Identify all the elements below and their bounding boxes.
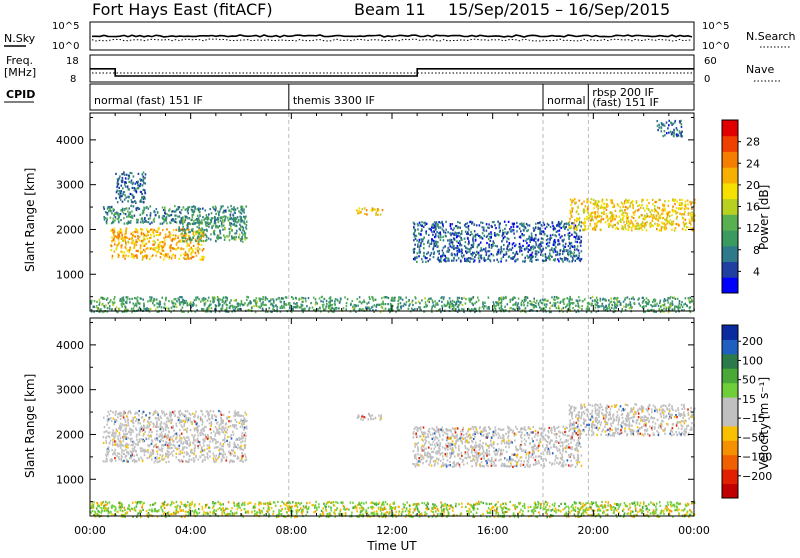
- date-range: 15/Sep/2015 – 16/Sep/2015: [448, 0, 670, 19]
- nsearch-series: [92, 39, 692, 41]
- x-tick-label: 12:00: [376, 524, 408, 537]
- x-axis-label: Time UT: [366, 539, 417, 553]
- velocity-data: [90, 318, 695, 518]
- colorbar-swatch: [722, 152, 738, 168]
- nsky-tick-bottom-left: 10^0: [52, 41, 79, 52]
- nsky-tick-top-right: 10^5: [702, 21, 729, 32]
- colorbar-swatch: [722, 277, 738, 293]
- colorbar-swatch: [722, 230, 738, 246]
- nsearch-label: N.Search: [746, 30, 796, 43]
- colorbar-swatch: [722, 412, 738, 427]
- station-title: Fort Hays East (fitACF): [92, 0, 273, 19]
- colorbar-swatch: [722, 440, 738, 455]
- colorbar-tick-label: −200: [742, 470, 772, 483]
- freq-panel: Freq. [MHz] 18 8 60 0 Nave: [4, 54, 782, 85]
- y-tick-label: 2000: [56, 223, 84, 236]
- nsky-panel: N.Sky 10^5 10^0 10^5 10^0 N.Search: [4, 21, 796, 52]
- colorbar-tick-label: 200: [742, 335, 763, 348]
- velocity-panel: 1000 2000 3000 4000 Slant Range [km] 200 100…: [23, 113, 772, 553]
- colorbar-tick-label: 50: [742, 374, 756, 387]
- x-tick-label: 04:00: [175, 524, 207, 537]
- x-tick-label: 16:00: [477, 524, 509, 537]
- colorbar-swatch: [722, 339, 738, 354]
- colorbar-swatch: [722, 383, 738, 398]
- nsky-tick-top-left: 10^5: [52, 21, 79, 32]
- colorbar-swatch: [722, 426, 738, 441]
- nave-label: Nave: [746, 63, 774, 76]
- nave-tick-top: 60: [704, 56, 717, 67]
- colorbar-swatch: [722, 484, 738, 499]
- y-tick-label: 1000: [56, 473, 84, 486]
- velocity-ylabel: Slant Range [km]: [23, 374, 37, 478]
- nsky-series: [92, 35, 692, 37]
- x-tick-label: 20:00: [577, 524, 609, 537]
- colorbar-swatch: [722, 183, 738, 199]
- data-region: [357, 413, 382, 421]
- colorbar-tick-label: 15: [742, 393, 756, 406]
- colorbar-swatch: [722, 455, 738, 470]
- nsky-label: N.Sky: [4, 32, 36, 45]
- y-tick-label: 1000: [56, 268, 84, 281]
- freq-unit: [MHz]: [4, 66, 36, 79]
- freq-tick-bottom: 8: [70, 74, 76, 85]
- nave-tick-bottom: 0: [704, 74, 710, 85]
- cpid-segment-label: (fast) 151 IF: [592, 96, 659, 109]
- cpid-label: CPID: [6, 88, 35, 101]
- colorbar-tick-label: 4: [753, 265, 760, 278]
- colorbar-tick-label: 100: [742, 354, 763, 367]
- x-tick-label: 08:00: [275, 524, 307, 537]
- power-ylabel: Slant Range [km]: [23, 168, 37, 272]
- freq-tick-top: 18: [66, 56, 79, 67]
- y-tick-label: 4000: [56, 339, 84, 352]
- colorbar-swatch: [722, 167, 738, 183]
- x-tick-label: 00:00: [74, 524, 106, 537]
- cpid-bar: CPID normal (fast) 151 IF themis 3300 IF n…: [4, 84, 694, 110]
- y-tick-label: 3000: [56, 384, 84, 397]
- y-tick-label: 2000: [56, 428, 84, 441]
- power-colorbar-label: Power [dB]: [757, 185, 771, 250]
- data-region: [568, 403, 695, 436]
- nsky-tick-bottom-right: 10^0: [702, 41, 729, 52]
- data-region: [568, 198, 695, 232]
- data-region: [356, 207, 383, 216]
- y-tick-label: 3000: [56, 179, 84, 192]
- colorbar-swatch: [722, 120, 738, 136]
- cpid-segment-label: themis 3300 IF: [293, 94, 375, 107]
- colorbar-swatch: [722, 354, 738, 369]
- colorbar-swatch: [722, 262, 738, 278]
- colorbar-swatch: [722, 214, 738, 230]
- cpid-segment-label: normal (fast) 151 IF: [94, 94, 203, 107]
- y-tick-label: 4000: [56, 134, 84, 147]
- colorbar-swatch: [722, 136, 738, 152]
- cpid-segment-label: normal: [547, 94, 586, 107]
- x-tick-label: 00:00: [678, 524, 710, 537]
- colorbar-swatch: [722, 368, 738, 383]
- beam-label: Beam 11: [354, 0, 426, 19]
- colorbar-tick-label: 24: [746, 157, 760, 170]
- colorbar-swatch: [722, 199, 738, 215]
- velocity-colorbar-label: Velocity [m s⁻¹]: [757, 377, 771, 470]
- data-region: [115, 171, 146, 204]
- power-data: [90, 113, 696, 313]
- colorbar-swatch: [722, 397, 738, 412]
- freq-series: [90, 69, 694, 76]
- data-region: [656, 120, 682, 138]
- colorbar-swatch: [722, 325, 738, 340]
- data-region: [412, 426, 582, 468]
- data-region: [413, 221, 583, 264]
- colorbar-swatch: [722, 246, 738, 262]
- velocity-x-axis: 00:00 04:00 08:00 12:00 16:00 20:00 00:00: [74, 113, 710, 537]
- data-region: [103, 205, 247, 225]
- colorbar-swatch: [722, 469, 738, 484]
- data-region: [103, 410, 248, 464]
- colorbar-tick-label: 28: [746, 136, 760, 149]
